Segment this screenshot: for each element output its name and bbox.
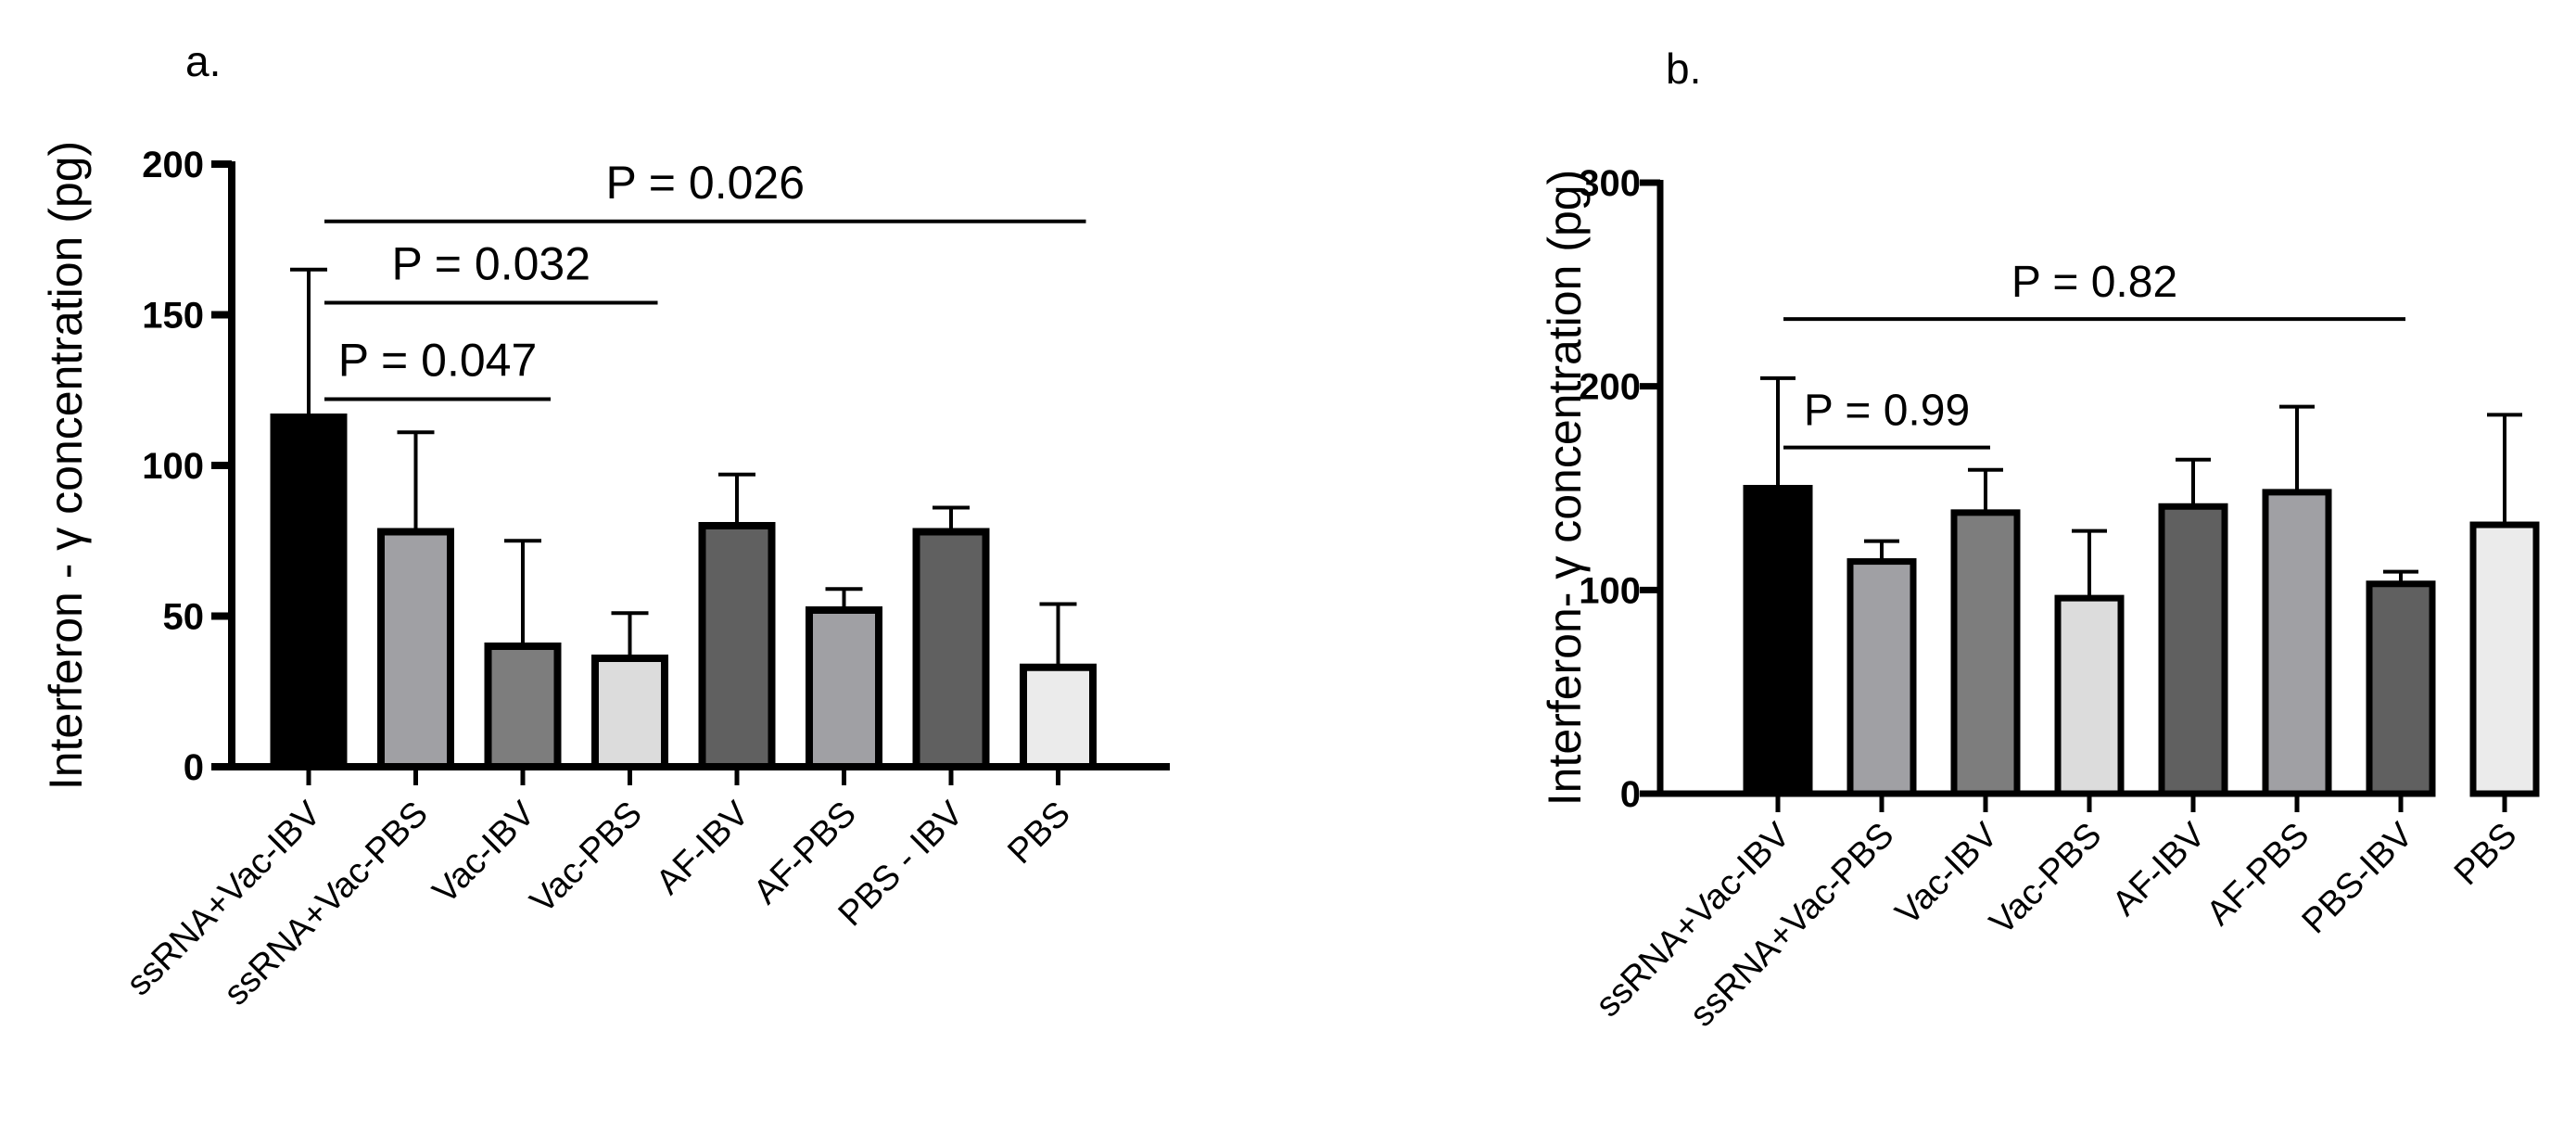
panel-b-y-tick-label: 200 <box>1579 367 1641 408</box>
panel-a-x-tick-label: Vac-PBS <box>523 795 650 922</box>
panel-b-x-tick-label: Vac-PBS <box>1983 816 2110 943</box>
panel-b-bar <box>2366 580 2436 797</box>
panel-b-bar <box>2158 503 2228 797</box>
panel-b-bar <box>1950 509 2021 797</box>
panel-a-x-tick-label: AF-IBV <box>649 794 757 902</box>
panel-a-bar <box>484 643 562 770</box>
panel-b-bar <box>2054 594 2125 797</box>
panel-b-x-tick-label: ssRNA+Vac-IBV <box>1589 815 1798 1025</box>
panel-a-y-tick-label: 50 <box>163 597 205 638</box>
panel-a-significance-label: P = 0.026 <box>605 157 805 209</box>
panel-a-x-tick-label: PBS <box>1000 795 1077 872</box>
panel-b-significance-label: P = 0.99 <box>1804 387 1970 436</box>
panel-b-y-axis-title: Interferon- γ concentration (pg) <box>1539 170 1591 806</box>
panel-a-y-tick-label: 150 <box>142 296 204 337</box>
panel-b-panel-label: b. <box>1666 45 1701 93</box>
panel-b-y-tick-label: 0 <box>1620 774 1641 815</box>
panel-a-x-tick-label: ssRNA+Vac-PBS <box>217 795 436 1013</box>
panel-b-bar <box>2262 489 2332 797</box>
panel-a-y-axis-title: Interferon - γ concentration (pg) <box>40 141 92 790</box>
panel-b-x-tick-label: PBS-IBV <box>2295 815 2421 941</box>
panel-b-y-tick-label: 300 <box>1579 163 1641 204</box>
panel-b-bar <box>1846 558 1917 797</box>
panel-a-bar <box>1020 663 1097 770</box>
panel-b-x-tick-label: PBS <box>2447 816 2524 893</box>
panel-a-bar <box>912 528 990 770</box>
panel-b-chart: b. Interferon- γ concentration (pg) 0 100 20… <box>1539 45 2540 1035</box>
panel-a-y-tick-label: 100 <box>142 446 204 487</box>
panel-b-x-tick-label: AF-IBV <box>2105 815 2214 923</box>
panel-b-significance-label: P = 0.82 <box>2011 258 2177 307</box>
panel-a-panel-label: a. <box>185 37 221 85</box>
panel-a-significance-label: P = 0.032 <box>391 238 590 290</box>
panel-a-significance-label: P = 0.047 <box>338 335 538 387</box>
panel-a-bar <box>270 414 348 770</box>
panel-a-chart: a. Interferon - γ concentration (pg) 0 50 10… <box>40 37 1170 1013</box>
panel-a-bar <box>377 528 454 770</box>
panel-b-bar <box>1743 485 1813 797</box>
panel-a-bar <box>698 522 776 770</box>
panel-a-bar <box>806 606 882 770</box>
panel-b-bar <box>2469 521 2540 797</box>
panel-a-y-tick-label: 0 <box>184 747 204 788</box>
panel-b-y-tick-label: 100 <box>1579 570 1641 611</box>
panel-a-y-tick-label: 200 <box>142 145 204 185</box>
panel-a-bar <box>591 655 668 770</box>
panel-a-x-tick-label: ssRNA+Vac-IBV <box>120 794 329 1003</box>
